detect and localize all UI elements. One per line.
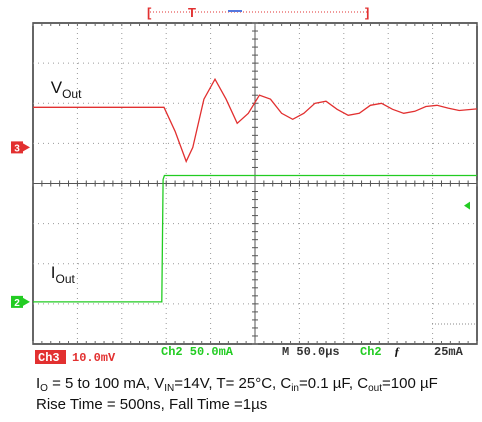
ch3-scale: 10.0mV (72, 351, 116, 365)
trace-label-v-out: VOut (51, 78, 82, 101)
channel-marker-box (11, 141, 23, 154)
traces: 32 (11, 77, 478, 325)
channel-number: 3 (14, 143, 20, 154)
channel-number: 2 (14, 298, 20, 309)
trigger-bar-right-bracket: ] (365, 5, 369, 20)
vin-text: =14V, T= 25°C, C (174, 375, 292, 392)
trigger-level-arrow-icon (464, 201, 470, 210)
ch2-scale: Ch2 50.0mA (161, 345, 234, 359)
cout-text: =100 µF (382, 375, 438, 392)
test-conditions-caption: IO = 5 to 100 mA, VIN=14V, T= 25°C, Cin=… (36, 375, 438, 394)
trace-label-main: V (51, 78, 63, 97)
ch3-badge (35, 350, 66, 364)
trace-label-sub: Out (62, 87, 82, 101)
trigger-bar-left-bracket: [ (147, 5, 152, 20)
trace-label-main: I (51, 263, 56, 282)
vin-subscript: IN (164, 383, 175, 394)
channel-2-ground-marker: 2 (11, 295, 30, 309)
channel-3-ground-marker: 3 (11, 141, 30, 154)
cin-subscript: in (291, 383, 299, 394)
acquisition-window-marker (228, 10, 242, 12)
rise-fall-caption: Rise Time = 500ns, Fall Time =1µs (36, 396, 268, 413)
ch3-label: Ch3 (38, 351, 60, 365)
trace-v-out (33, 77, 478, 164)
trigger-source: Ch2 (360, 345, 382, 359)
rising-edge-icon: ƒ (394, 344, 400, 358)
io-subscript: O (40, 383, 48, 394)
timebase: M 50.0µs (282, 345, 340, 359)
trigger-marker: T (188, 5, 196, 20)
io-text: = 5 to 100 mA, V (47, 375, 165, 392)
status-bar: Ch3 10.0mV Ch2 50.0mA M 50.0µs Ch2 ƒ 25mA (35, 344, 464, 365)
io-symbol: I (36, 375, 41, 392)
graticule (32, 22, 478, 345)
trace-i-out (33, 174, 477, 303)
channel-marker-box (11, 295, 23, 308)
cout-subscript: out (368, 383, 382, 394)
trace-label-i-out: IOut (51, 263, 76, 286)
trigger-position-bar: [ T] (147, 5, 369, 20)
trace-label-sub: Out (55, 272, 75, 286)
trigger-level: 25mA (434, 345, 464, 359)
arrow-right-icon (23, 143, 30, 152)
cin-text: =0.1 µF, C (299, 375, 369, 392)
arrow-right-icon (23, 297, 30, 306)
